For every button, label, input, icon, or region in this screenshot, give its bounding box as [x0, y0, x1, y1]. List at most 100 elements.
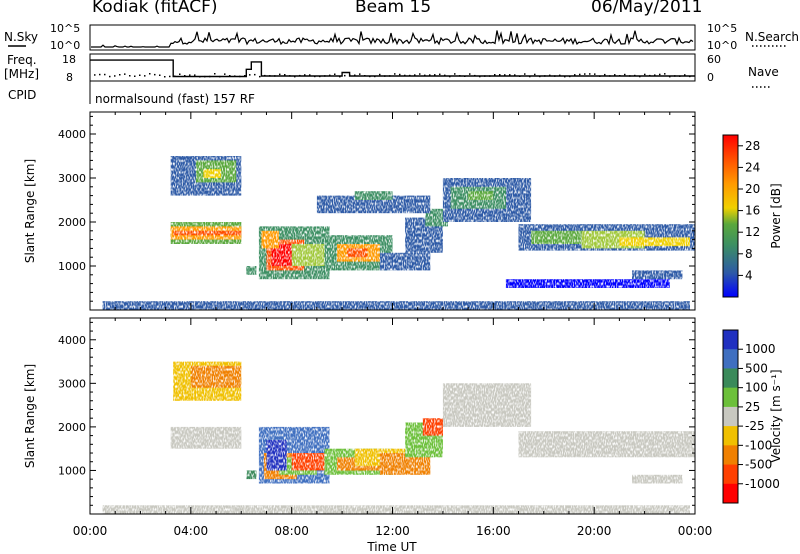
y-tick-label: 3000 [58, 377, 86, 390]
power-cbar-label: 12 [745, 225, 760, 239]
nave-dot [549, 74, 551, 77]
nave-dot [399, 73, 401, 76]
nave-dot [414, 74, 416, 76]
power-x-axis [89, 112, 696, 310]
nave-dot [629, 75, 631, 77]
nave-dot [499, 74, 501, 76]
nave-dot [189, 74, 191, 76]
nave-dot [319, 75, 321, 78]
cpid-label: CPID [8, 88, 36, 102]
nave-dot [369, 75, 371, 78]
velocity-y-axis: 4000 3000 2000 1000 [58, 321, 695, 506]
nave-tick-0: 0 [707, 71, 714, 84]
nave-dot [649, 74, 651, 77]
nave-dot [209, 75, 211, 78]
nave-dot [679, 75, 681, 77]
echo-region [203, 169, 221, 178]
nave-dot [354, 74, 356, 76]
nave-dot [284, 74, 286, 76]
velocity-panel: 4000 3000 2000 1000 00:00 04:00 08:00 12:00 16:… [23, 317, 713, 554]
echo-region [102, 505, 691, 514]
power-colorbar-gradient [722, 134, 739, 298]
echo-region [246, 470, 257, 480]
x-tick-label: 00:00 [678, 524, 713, 538]
echo-region [316, 195, 431, 214]
nave-dot [184, 75, 186, 77]
nave-dot [639, 75, 641, 78]
nave-dot [659, 73, 661, 76]
nave-dot [459, 75, 461, 77]
nave-dot [489, 75, 491, 77]
nave-dot [329, 74, 331, 77]
nave-dot [479, 75, 481, 78]
nave-dot [404, 74, 406, 77]
nave-dot [409, 74, 411, 77]
velocity-colorbar-frame [722, 329, 739, 504]
nave-dot [274, 75, 276, 77]
nsky-tick-bottom-right: 10^0 [707, 39, 737, 52]
freq-tick-8: 8 [66, 71, 73, 84]
echo-region [619, 237, 690, 247]
nave-dot [524, 73, 526, 75]
power-scatter [102, 156, 695, 310]
y-tick-label: 4000 [58, 128, 86, 141]
echo-region [632, 474, 683, 484]
nave-dot [214, 73, 216, 75]
nave-dot [589, 73, 591, 75]
nsky-right-label: N.Search [745, 30, 799, 44]
nave-dot [484, 75, 486, 77]
echo-region [531, 230, 582, 244]
nave-tick-60: 60 [707, 53, 721, 66]
nsky-frame [89, 24, 696, 51]
nsky-tick-top-right: 10^5 [707, 22, 737, 35]
x-tick-label: 04:00 [174, 524, 209, 538]
nave-dot [544, 75, 546, 77]
nave-dot [264, 74, 266, 77]
nave-dot [289, 75, 291, 77]
freq-frame [89, 53, 696, 82]
nave-dot [504, 74, 506, 76]
nave-dot [394, 73, 396, 75]
nave-dot [199, 76, 201, 78]
nave-dots [94, 73, 691, 78]
nsky-tick-bottom-left: 10^0 [50, 39, 80, 52]
nave-dot [474, 74, 476, 77]
freq-label-2: [MHz] [4, 67, 39, 81]
nave-dot [624, 73, 626, 76]
nave-dot [359, 73, 361, 75]
echo-region [170, 426, 242, 449]
nave-dot [219, 75, 221, 78]
velocity-cbar-block [723, 445, 738, 466]
velocity-cbar-block [723, 349, 738, 369]
velocity-xlabel: Time UT [366, 540, 417, 554]
power-cbar-label: 4 [745, 268, 753, 282]
nave-dot [689, 75, 691, 78]
nave-dot [439, 73, 441, 76]
nave-dot [234, 75, 236, 77]
nave-dot [494, 74, 496, 76]
nave-dot [324, 75, 326, 77]
y-tick-label: 2000 [58, 216, 86, 229]
nave-dot [529, 75, 531, 78]
nave-dot [619, 75, 621, 77]
echo-region [468, 191, 494, 200]
nave-dot [344, 74, 346, 77]
nave-dot [314, 75, 316, 78]
nave-dot [204, 75, 206, 78]
echo-region [379, 252, 431, 271]
nave-dot [449, 75, 451, 78]
nave-dot [644, 73, 646, 76]
nave-dot [684, 74, 686, 76]
nave-dot [139, 74, 141, 76]
nave-dot [559, 74, 561, 77]
nave-dot [94, 74, 96, 76]
nave-dot [244, 75, 246, 77]
nave-dot [514, 74, 516, 76]
nave-dot [304, 74, 306, 76]
velocity-cbar-label: -1000 [745, 477, 780, 491]
nave-dot [339, 75, 341, 78]
x-tick-label: 16:00 [476, 524, 511, 538]
nave-dot [194, 74, 196, 76]
nave-dot [539, 75, 541, 78]
nave-dot [379, 73, 381, 76]
